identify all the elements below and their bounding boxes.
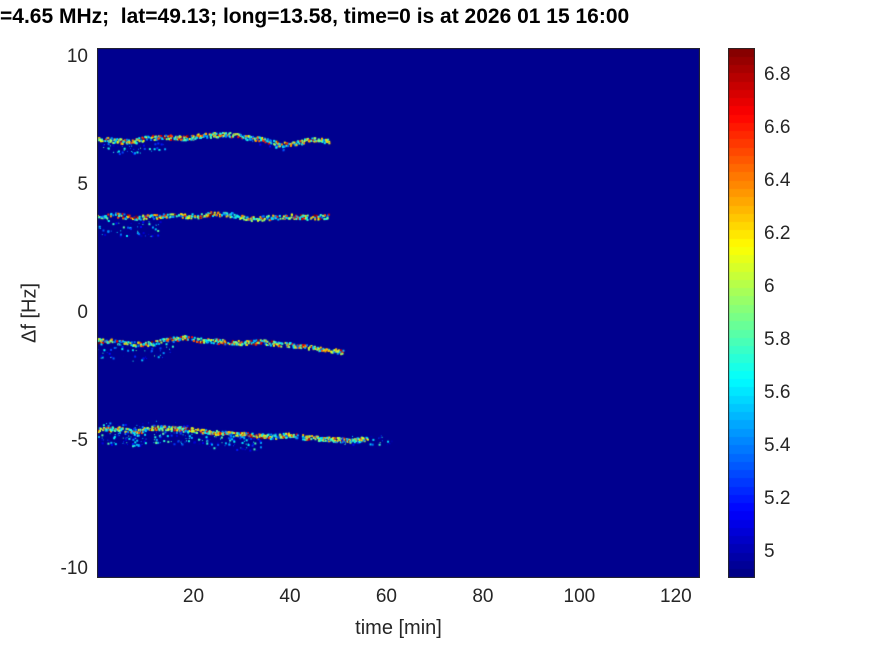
x-tick-label: 80 bbox=[472, 586, 494, 607]
colorbar-tick-label: 6.8 bbox=[764, 63, 791, 85]
colorbar-tick-label: 6.2 bbox=[764, 222, 791, 244]
y-tick-label: -10 bbox=[60, 558, 88, 580]
colorbar-tick-label: 6 bbox=[764, 275, 775, 297]
colorbar-canvas bbox=[728, 48, 755, 578]
x-tick-label: 60 bbox=[375, 586, 397, 607]
y-tick-label: 10 bbox=[66, 45, 88, 67]
x-axis-label: time [min] bbox=[355, 617, 442, 639]
spectrogram-canvas bbox=[97, 48, 700, 578]
colorbar-tick-label: 6.6 bbox=[764, 116, 791, 138]
x-tick-label: 120 bbox=[660, 586, 692, 607]
x-tick-label: 40 bbox=[279, 586, 301, 607]
plot-title: =4.65 MHz; lat=49.13; long=13.58, time=0… bbox=[0, 5, 630, 28]
y-tick-label: -5 bbox=[71, 430, 88, 452]
colorbar-tick-label: 5.4 bbox=[764, 434, 791, 456]
x-tick-label: 20 bbox=[182, 586, 205, 607]
colorbar-tick-label: 5.6 bbox=[764, 381, 791, 403]
y-tick-label: 0 bbox=[77, 302, 88, 323]
colorbar-tick-label: 5.8 bbox=[764, 328, 791, 350]
y-tick-label: 5 bbox=[77, 173, 88, 195]
colorbar-tick-label: 5 bbox=[764, 540, 775, 562]
colorbar-tick-label: 6.4 bbox=[764, 169, 791, 191]
x-tick-label: 100 bbox=[563, 586, 596, 607]
colorbar-tick-label: 5.2 bbox=[764, 487, 791, 509]
